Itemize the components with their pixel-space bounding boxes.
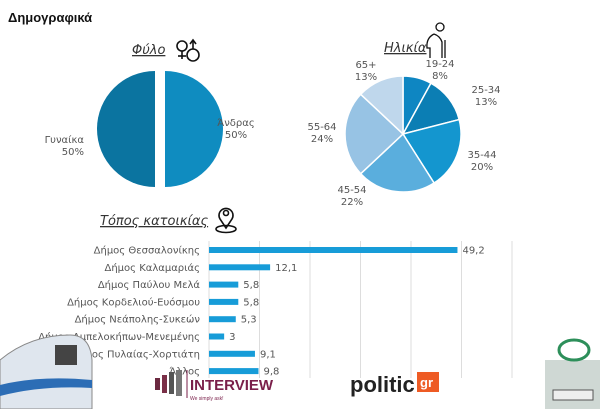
- bar-category-label: Δήμος Θεσσαλονίκης: [94, 245, 200, 257]
- interview-logo: INTERVIEW We simply ask!: [155, 370, 274, 402]
- pie-slice: [401, 118, 462, 185]
- slice-label: 45-54: [337, 185, 366, 196]
- bar: [209, 281, 239, 288]
- bar-value-label: 9,1: [260, 349, 276, 360]
- slice-label: Γυναίκα: [45, 134, 85, 146]
- bar: [209, 333, 225, 340]
- slice-value: 24%: [311, 134, 333, 145]
- slice-value: 22%: [341, 197, 363, 208]
- pie-slice: [165, 71, 223, 187]
- bar-category-label: Δήμος Κορδελιού-Ευόσμου: [67, 296, 200, 308]
- pie-slice: [344, 93, 405, 175]
- bar-category-label: Δήμος Νεάπολης-Συκεών: [75, 314, 201, 326]
- bar: [209, 368, 259, 375]
- bar: [209, 298, 239, 305]
- bar-value-label: 49,2: [462, 246, 484, 257]
- slice-label: 55-64: [307, 122, 336, 133]
- slice-label: Άνδρας: [217, 117, 254, 129]
- bar: [209, 264, 271, 271]
- pie-slice: [97, 71, 155, 187]
- bar-value-label: 12,1: [275, 263, 297, 274]
- svg-text:politic: politic: [350, 372, 415, 397]
- svg-text:We simply ask!: We simply ask!: [190, 396, 224, 402]
- age-title: Ηλικία: [384, 41, 427, 56]
- slice-label: 65+: [355, 60, 376, 71]
- bar-category-label: Δήμος Καλαμαριάς: [104, 262, 200, 274]
- slice-label: 19-24: [425, 59, 454, 70]
- pie-slice: [359, 132, 436, 193]
- pie-slice: [359, 75, 404, 136]
- gender-title: Φύλο: [132, 43, 165, 58]
- page-title: Δημογραφικά: [8, 10, 93, 25]
- metro-sign-image: [545, 338, 600, 409]
- bar: [209, 350, 255, 357]
- svg-text:gr: gr: [420, 375, 433, 390]
- slice-value: 50%: [62, 147, 84, 158]
- location-pin-icon: [215, 207, 237, 234]
- elderly-person-icon: [426, 22, 446, 58]
- bar-category-label: Δήμος Πυλαίας-Χορτιάτη: [72, 348, 200, 360]
- bar-value-label: 5,8: [243, 297, 259, 308]
- slice-label: 35-44: [467, 150, 496, 161]
- politic-logo: politic gr: [350, 372, 439, 397]
- bar: [209, 247, 458, 253]
- bar-value-label: 5,3: [241, 315, 257, 326]
- slice-value: 50%: [225, 130, 247, 141]
- bar-value-label: 3: [229, 332, 235, 343]
- bar: [209, 316, 236, 323]
- bar-category-label: Δήμος Παύλου Μελά: [98, 279, 201, 291]
- bar-value-label: 5,8: [243, 280, 259, 291]
- residence-title: Τόπος κατοικίας: [100, 214, 208, 229]
- svg-text:INTERVIEW: INTERVIEW: [190, 377, 274, 394]
- slice-value: 8%: [432, 71, 448, 82]
- slice-value: 20%: [471, 162, 493, 173]
- slice-label: 25-34: [471, 85, 500, 96]
- bar-value-label: 9,8: [263, 367, 279, 378]
- metro-train-image: [0, 334, 93, 409]
- gender-icon: [176, 38, 200, 62]
- slice-value: 13%: [355, 72, 377, 83]
- slice-value: 13%: [475, 97, 497, 108]
